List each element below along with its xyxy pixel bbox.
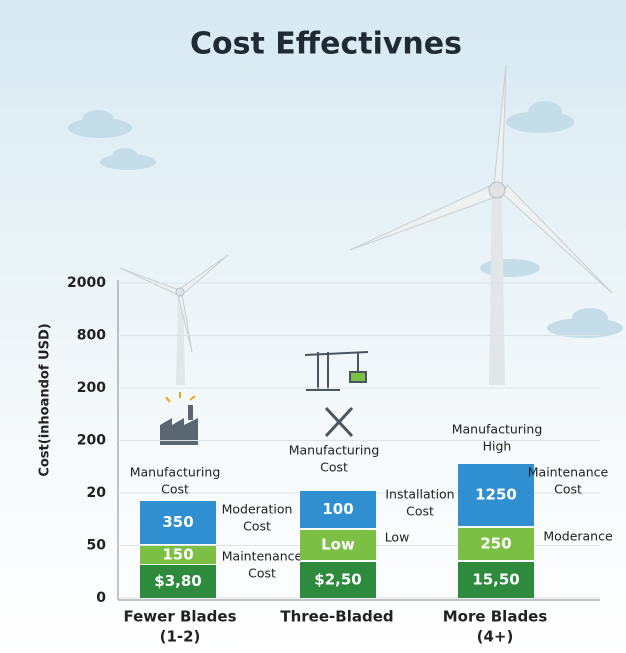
tools-icon (324, 406, 354, 438)
annotation: Manufacturing (452, 422, 543, 437)
annotation: Cost (320, 460, 348, 475)
bar-segment (140, 546, 216, 564)
category-label: (1-2) (160, 628, 201, 646)
y-tick-label: 200 (77, 380, 106, 396)
annotation: Cost (243, 519, 271, 534)
annotation: Manufacturing (130, 465, 221, 480)
category-label: Fewer Blades (124, 608, 237, 626)
y-tick-label: 2000 (67, 275, 106, 291)
annotation: Maintenance (528, 465, 609, 480)
bar-segment (300, 562, 376, 598)
annotation: Maintenance (222, 549, 303, 564)
segment-label: $3,80 (154, 572, 201, 590)
segment-label: Low (321, 536, 355, 554)
bar-segment (458, 528, 534, 560)
y-tick-label: 20 (87, 485, 107, 501)
segment-label: $2,50 (314, 571, 361, 589)
small-turbine (119, 254, 229, 385)
annotation: Cost (554, 482, 582, 497)
bar-segment (140, 501, 216, 544)
bar-segment (458, 562, 534, 598)
category-label: Three-Bladed (280, 608, 393, 626)
y-tick-label: 800 (77, 328, 106, 344)
segment-label: 350 (162, 513, 193, 531)
annotation: Manufacturing (289, 443, 380, 458)
segment-label: 250 (480, 535, 511, 553)
category-label: More Blades (443, 608, 548, 626)
annotation: Moderation (222, 502, 293, 517)
bar-segment (300, 491, 376, 528)
y-axis-label: Cost(inhoandof USD) (38, 323, 53, 476)
annotation: Installation (385, 487, 454, 502)
bar-segment (300, 530, 376, 560)
y-tick-label: 0 (96, 590, 106, 606)
annotation: Low (385, 530, 410, 545)
bar-segment (458, 464, 534, 526)
title: Cost Effectivnes (190, 27, 462, 62)
annotation: Cost (161, 482, 189, 497)
category-label: (4+) (477, 628, 514, 646)
y-tick-label: 50 (87, 538, 107, 554)
factory-icon (160, 392, 198, 445)
annotation: Cost (248, 566, 276, 581)
annotation: High (483, 439, 512, 454)
segment-label: 150 (162, 546, 193, 564)
segment-label: 100 (322, 500, 353, 518)
y-tick-label: 200 (77, 433, 106, 449)
annotation: Cost (406, 504, 434, 519)
segment-label: 1250 (475, 486, 517, 504)
large-turbine (349, 64, 613, 385)
crane-icon (304, 351, 369, 391)
segment-label: 15,50 (472, 571, 519, 589)
annotation: Moderance (543, 529, 613, 544)
bar-segment (140, 565, 216, 598)
